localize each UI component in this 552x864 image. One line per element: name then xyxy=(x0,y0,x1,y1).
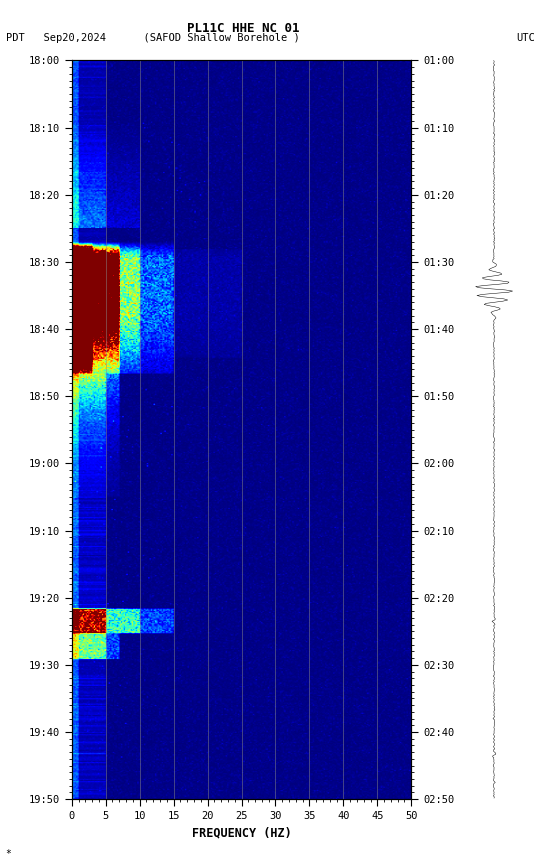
Text: PL11C HHE NC 01: PL11C HHE NC 01 xyxy=(187,22,299,35)
Text: PDT   Sep20,2024      (SAFOD Shallow Borehole ): PDT Sep20,2024 (SAFOD Shallow Borehole ) xyxy=(6,33,299,43)
Text: UTC: UTC xyxy=(517,33,535,43)
Text: *: * xyxy=(6,849,12,859)
X-axis label: FREQUENCY (HZ): FREQUENCY (HZ) xyxy=(192,827,291,840)
